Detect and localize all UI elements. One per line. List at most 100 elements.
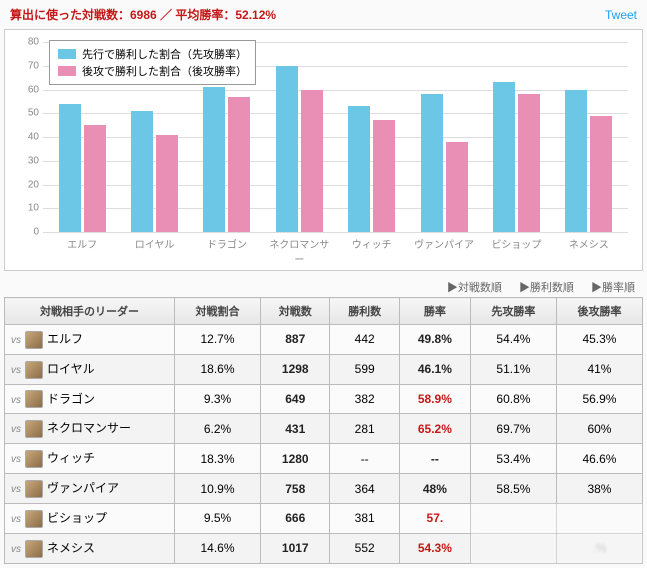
matches-cell: 666 xyxy=(261,503,330,533)
bar xyxy=(276,66,298,232)
column-header[interactable]: 対戦割合 xyxy=(175,298,261,325)
leader-avatar xyxy=(25,390,43,408)
y-tick-label: 10 xyxy=(19,203,39,214)
bar xyxy=(518,94,540,232)
leader-cell: vs ネメシス xyxy=(5,533,175,563)
bar-group xyxy=(339,42,405,232)
wins-cell: 552 xyxy=(330,533,399,563)
bar xyxy=(228,97,250,232)
sort-wins[interactable]: ▶勝利数順 xyxy=(519,282,574,294)
table-row: vsウィッチ18.3%1280----53.4%46.6% xyxy=(5,444,643,474)
x-tick-label: ロイヤル xyxy=(121,236,187,266)
leader-name: ヴァンパイア xyxy=(47,481,119,495)
second-winrate-cell: 60% xyxy=(556,414,642,444)
column-header[interactable]: 後攻勝率 xyxy=(556,298,642,325)
y-tick-label: 40 xyxy=(19,132,39,143)
column-header[interactable]: 対戦相手のリーダー xyxy=(5,298,175,325)
column-header[interactable]: 対戦数 xyxy=(261,298,330,325)
leader-name: ネメシス xyxy=(47,541,95,555)
leader-avatar xyxy=(25,510,43,528)
column-header[interactable]: 勝利数 xyxy=(330,298,399,325)
second-winrate-cell: .% xyxy=(556,533,642,563)
winrate-cell: 46.1% xyxy=(399,354,470,384)
leader-cell: vs ビショップ xyxy=(5,503,175,533)
y-tick-label: 70 xyxy=(19,60,39,71)
matches-cell: 431 xyxy=(261,414,330,444)
x-tick-label: ネクロマンサー xyxy=(266,236,332,266)
ratio-cell: 6.2% xyxy=(175,414,261,444)
second-winrate-cell xyxy=(556,503,642,533)
sort-links: ▶対戦数順 ▶勝利数順 ▶勝率順 xyxy=(4,275,643,297)
y-tick-label: 30 xyxy=(19,155,39,166)
legend-swatch-second xyxy=(58,66,76,76)
wins-cell: 382 xyxy=(330,384,399,414)
ratio-cell: 10.9% xyxy=(175,474,261,504)
sort-matches[interactable]: ▶対戦数順 xyxy=(447,282,502,294)
leader-avatar xyxy=(25,420,43,438)
second-winrate-cell: 56.9% xyxy=(556,384,642,414)
bar xyxy=(131,111,153,232)
winrate-cell: 65.2% xyxy=(399,414,470,444)
ratio-cell: 9.3% xyxy=(175,384,261,414)
winrate-cell: 48% xyxy=(399,474,470,504)
tweet-link[interactable]: Tweet xyxy=(605,8,637,22)
column-header[interactable]: 勝率 xyxy=(399,298,470,325)
second-winrate-cell: 41% xyxy=(556,354,642,384)
wins-cell: 442 xyxy=(330,325,399,355)
vs-label: vs xyxy=(11,544,21,555)
chart-legend: 先行で勝利した割合（先攻勝率） 後攻で勝利した割合（後攻勝率） xyxy=(49,40,256,85)
vs-label: vs xyxy=(11,395,21,406)
first-winrate-cell xyxy=(470,503,556,533)
leader-avatar xyxy=(25,450,43,468)
leader-cell: vs ドラゴン xyxy=(5,384,175,414)
leader-cell: vsヴァンパイア xyxy=(5,474,175,504)
column-header[interactable]: 先攻勝率 xyxy=(470,298,556,325)
leader-cell: vsウィッチ xyxy=(5,444,175,474)
wins-cell: 599 xyxy=(330,354,399,384)
bar-group xyxy=(483,42,549,232)
vs-label: vs xyxy=(11,514,21,525)
x-tick-label: ウィッチ xyxy=(339,236,405,266)
bar xyxy=(301,90,323,233)
bar xyxy=(59,104,81,232)
ratio-cell: 12.7% xyxy=(175,325,261,355)
matchup-table: 対戦相手のリーダー対戦割合対戦数勝利数勝率先攻勝率後攻勝率 vsエルフ12.7%… xyxy=(4,297,643,564)
legend-item-second: 後攻で勝利した割合（後攻勝率） xyxy=(58,63,247,79)
first-winrate-cell: 69.7% xyxy=(470,414,556,444)
first-winrate-cell: 51.1% xyxy=(470,354,556,384)
bar xyxy=(156,135,178,232)
leader-name: ドラゴン xyxy=(47,392,95,406)
wins-cell: 281 xyxy=(330,414,399,444)
sort-winrate[interactable]: ▶勝率順 xyxy=(591,282,635,294)
table-row: vsネクロマンサー6.2%43128165.2%69.7%60% xyxy=(5,414,643,444)
matches-cell: 649 xyxy=(261,384,330,414)
first-winrate-cell: 54.4% xyxy=(470,325,556,355)
table-row: vsロイヤル18.6%129859946.1%51.1%41% xyxy=(5,354,643,384)
wins-cell: -- xyxy=(330,444,399,474)
leader-name: ビショップ xyxy=(47,511,107,525)
matches-cell: 758 xyxy=(261,474,330,504)
winrate-cell: 49.8% xyxy=(399,325,470,355)
vs-label: vs xyxy=(11,335,21,346)
legend-label-second: 後攻で勝利した割合（後攻勝率） xyxy=(82,63,247,79)
bar-group xyxy=(556,42,622,232)
table-row: vsビショップ9.5%66638157. xyxy=(5,503,643,533)
vs-label: vs xyxy=(11,365,21,376)
legend-swatch-first xyxy=(58,49,76,59)
leader-cell: vsエルフ xyxy=(5,325,175,355)
bar xyxy=(493,82,515,232)
y-tick-label: 0 xyxy=(19,227,39,238)
x-tick-label: ビショップ xyxy=(483,236,549,266)
leader-avatar xyxy=(25,480,43,498)
leader-cell: vsネクロマンサー xyxy=(5,414,175,444)
leader-cell: vsロイヤル xyxy=(5,354,175,384)
leader-avatar xyxy=(25,540,43,558)
winrate-cell: 54.3% xyxy=(399,533,470,563)
x-tick-label: エルフ xyxy=(49,236,115,266)
legend-label-first: 先行で勝利した割合（先攻勝率） xyxy=(82,46,247,62)
winrate-cell: -- xyxy=(399,444,470,474)
chart-x-labels: エルフロイヤルドラゴンネクロマンサーウィッチヴァンパイアビショップネメシス xyxy=(43,232,628,266)
y-tick-label: 20 xyxy=(19,179,39,190)
y-tick-label: 50 xyxy=(19,108,39,119)
matches-cell: 1017 xyxy=(261,533,330,563)
